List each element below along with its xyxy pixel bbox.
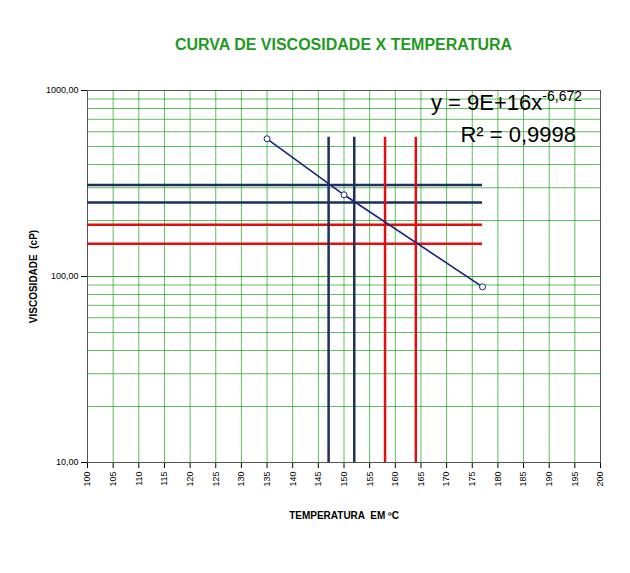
svg-text:180: 180	[493, 472, 503, 487]
svg-text:y = 9E+16x-6,672: y = 9E+16x-6,672	[431, 88, 582, 115]
svg-text:10,00: 10,00	[56, 457, 79, 467]
svg-text:170: 170	[441, 472, 451, 487]
svg-text:195: 195	[570, 472, 580, 487]
svg-text:175: 175	[467, 472, 477, 487]
svg-text:R² = 0,9998: R² = 0,9998	[460, 122, 576, 147]
svg-text:125: 125	[211, 472, 221, 487]
svg-text:120: 120	[185, 472, 195, 487]
svg-text:130: 130	[236, 472, 246, 487]
svg-text:VISCOSIDADE (cP): VISCOSIDADE (cP)	[28, 230, 39, 323]
svg-text:110: 110	[134, 472, 144, 486]
svg-text:200: 200	[595, 472, 605, 487]
svg-text:165: 165	[416, 472, 426, 487]
svg-text:155: 155	[365, 472, 375, 487]
html-text:CURVA DE VISCOSIDADE X TEMPERA: CURVA DE VISCOSIDADE X TEMPERATURA	[174, 36, 513, 53]
svg-text:145: 145	[313, 472, 323, 487]
svg-text:185: 185	[518, 472, 528, 487]
svg-text:TEMPERATURA EM ºC: TEMPERATURA EM ºC	[289, 510, 399, 521]
svg-text:150: 150	[339, 472, 349, 487]
svg-text:1000,00: 1000,00	[46, 85, 79, 95]
svg-text:160: 160	[390, 472, 400, 487]
svg-text:135: 135	[262, 472, 272, 487]
svg-text:100,00: 100,00	[51, 271, 79, 281]
svg-text:190: 190	[544, 472, 554, 487]
svg-text:140: 140	[288, 472, 298, 487]
svg-text:100: 100	[82, 472, 92, 487]
svg-text:105: 105	[108, 472, 118, 487]
svg-text:115: 115	[159, 472, 169, 486]
